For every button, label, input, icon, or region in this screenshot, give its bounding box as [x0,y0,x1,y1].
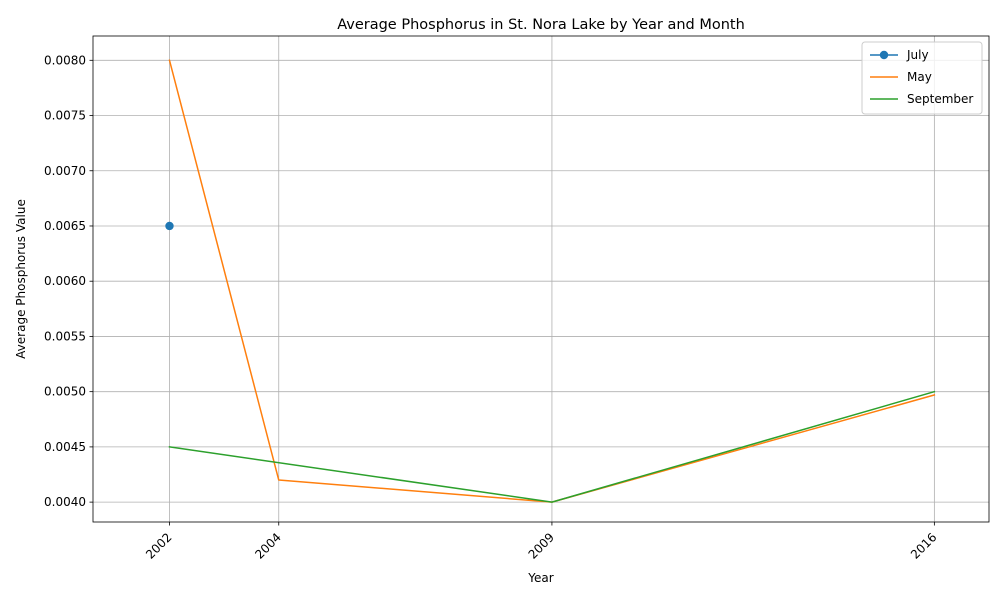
plot-area [93,36,989,522]
chart-title: Average Phosphorus in St. Nora Lake by Y… [337,17,745,33]
y-axis-label: Average Phosphorus Value [14,199,28,359]
legend-label-july: July [906,48,929,62]
y-tick-label: 0.0050 [44,385,86,399]
y-tick-label: 0.0055 [44,329,86,343]
data-point-july [165,221,174,231]
legend-label-may: May [907,70,932,84]
x-axis-label: Year [527,571,553,585]
series-line-september [168,390,936,503]
y-tick-label: 0.0070 [44,164,86,178]
y-tick-label: 0.0045 [44,440,86,454]
legend: July May September [861,41,983,115]
y-tick-label: 0.0080 [44,53,86,67]
y-tick-label: 0.0040 [44,495,86,509]
y-axis-ticks: 0.0040 0.0045 0.0050 0.0055 0.0060 0.0065 0.00… [44,53,93,509]
legend-box [861,41,983,115]
legend-marker-july [879,50,889,60]
y-tick-label: 0.0075 [44,109,86,123]
legend-label-september: September [907,92,973,106]
grid [93,36,989,522]
series-line-may [168,59,936,503]
y-tick-label: 0.0060 [44,274,86,288]
series-layer [165,59,936,503]
y-tick-label: 0.0065 [44,219,86,233]
plot-frame [92,35,990,523]
